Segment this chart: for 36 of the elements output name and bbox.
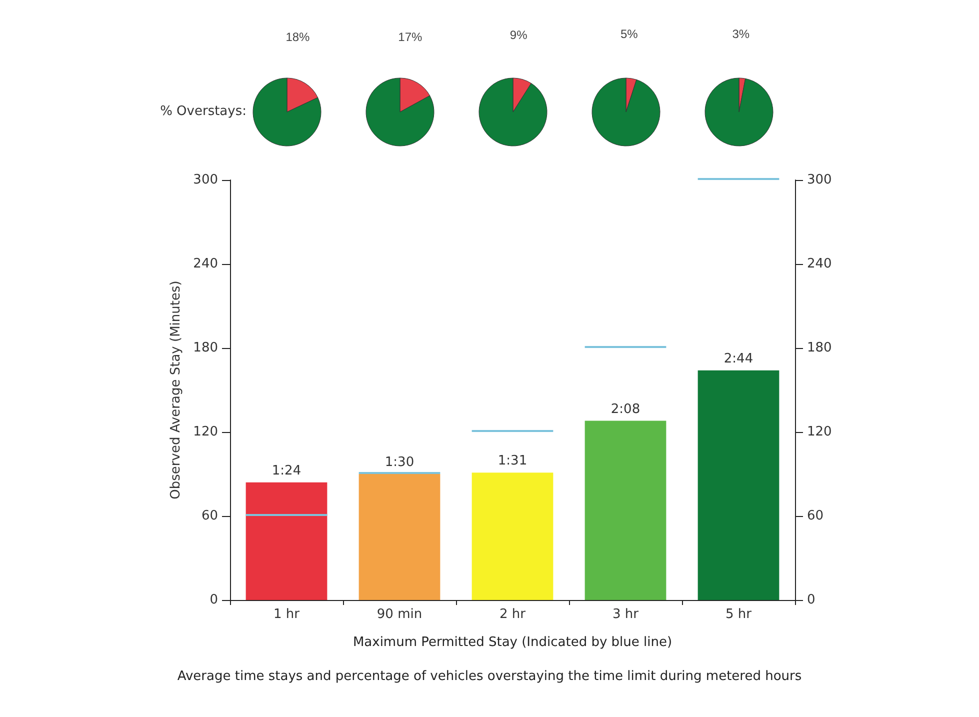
bar — [698, 370, 780, 600]
x-tick-label: 3 hr — [612, 607, 640, 622]
text: % Overstays: — [160, 104, 246, 119]
y2-tick-label: 0 — [807, 592, 816, 608]
y2-tick-label: 240 — [807, 256, 832, 272]
data-label: 1:31 — [498, 454, 528, 469]
y-tick-label: 60 — [201, 508, 218, 524]
data-label: 2:44 — [724, 351, 754, 366]
x-tick-label: 2 hr — [500, 607, 526, 622]
data-label: 17% — [398, 30, 422, 44]
data-label: 1:30 — [384, 455, 414, 470]
x-tick-label: 90 min — [376, 607, 422, 622]
y2-tick-label: 120 — [807, 424, 832, 440]
bar — [584, 420, 666, 600]
y-tick-label: 0 — [210, 592, 218, 608]
y-tick-label: 240 — [193, 256, 218, 272]
data-label: 18% — [285, 30, 310, 44]
text: Average time stays and percentage of vehicles overstaying the time limit during metered hours — [177, 669, 802, 684]
bar — [246, 482, 328, 600]
data-label: 5% — [620, 27, 638, 42]
bar — [472, 472, 554, 600]
y-tick-label: 300 — [193, 172, 218, 188]
data-label: 2:08 — [610, 402, 640, 417]
data-label: 3% — [732, 27, 750, 42]
y-tick-label: 180 — [193, 340, 218, 356]
y2-tick-label: 180 — [807, 340, 832, 356]
data-label: 9% — [509, 28, 528, 42]
x-tick-label: 1 hr — [274, 607, 300, 622]
data-label: 1:24 — [272, 463, 302, 478]
y2-tick-label: 300 — [807, 172, 832, 188]
y-tick-label: 120 — [193, 424, 218, 440]
bar — [358, 474, 440, 600]
x-tick-label: 5 hr — [726, 607, 752, 622]
y-axis-title: Observed Average Stay (Minutes) — [168, 280, 184, 500]
x-axis-title: Maximum Permitted Stay (Indicated by blue line) — [352, 635, 672, 650]
y2-tick-label: 60 — [807, 508, 824, 524]
